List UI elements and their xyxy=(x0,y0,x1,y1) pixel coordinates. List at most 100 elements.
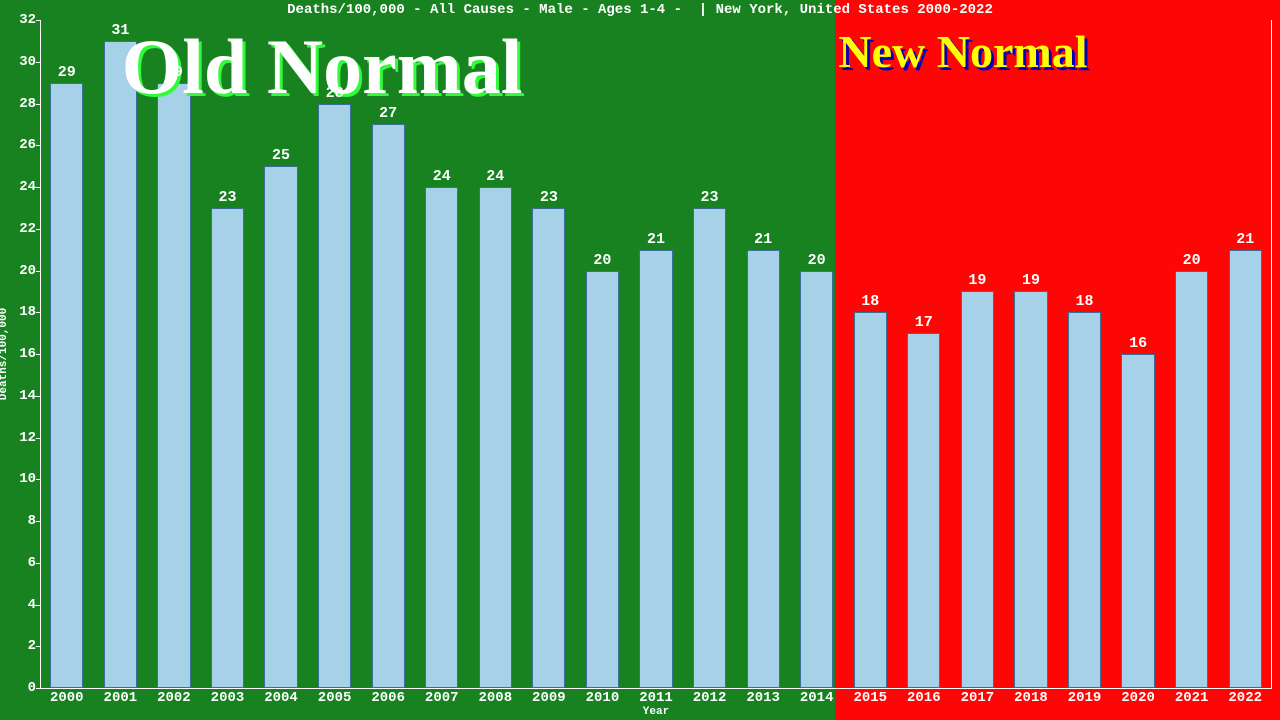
axis-line xyxy=(36,688,40,689)
bar-value-label: 28 xyxy=(326,85,344,102)
axis-line xyxy=(40,20,41,688)
bar-value-label: 18 xyxy=(861,293,879,310)
bar-value-label: 20 xyxy=(808,252,826,269)
bar-value-label: 21 xyxy=(754,231,772,248)
y-tick-label: 28 xyxy=(8,96,36,112)
axis-line xyxy=(40,688,1272,689)
axis-line xyxy=(1271,20,1272,688)
bar xyxy=(479,187,512,688)
bar xyxy=(800,271,833,689)
y-tick-label: 6 xyxy=(8,555,36,571)
bar xyxy=(1121,354,1154,688)
bar-value-label: 20 xyxy=(593,252,611,269)
y-tick-label: 26 xyxy=(8,137,36,153)
x-tick-label: 2006 xyxy=(371,690,405,706)
x-tick-label: 2000 xyxy=(50,690,84,706)
bar xyxy=(157,83,190,688)
x-tick-label: 2010 xyxy=(586,690,620,706)
bar xyxy=(318,104,351,689)
x-tick-label: 2021 xyxy=(1175,690,1209,706)
bar-value-label: 25 xyxy=(272,147,290,164)
bar xyxy=(693,208,726,688)
bar xyxy=(639,250,672,688)
bar-value-label: 24 xyxy=(486,168,504,185)
bar xyxy=(961,291,994,688)
x-tick-label: 2013 xyxy=(746,690,780,706)
bar-value-label: 19 xyxy=(968,272,986,289)
x-tick-label: 2002 xyxy=(157,690,191,706)
bar xyxy=(854,312,887,688)
bar-value-label: 29 xyxy=(58,64,76,81)
y-tick-label: 4 xyxy=(8,597,36,613)
x-tick-label: 2011 xyxy=(639,690,673,706)
bar xyxy=(1014,291,1047,688)
x-tick-label: 2022 xyxy=(1228,690,1262,706)
axis-line xyxy=(36,229,40,230)
bar-value-label: 27 xyxy=(379,105,397,122)
axis-line xyxy=(36,646,40,647)
axis-line xyxy=(36,563,40,564)
x-tick-label: 2009 xyxy=(532,690,566,706)
bar-value-label: 17 xyxy=(915,314,933,331)
bar xyxy=(372,124,405,688)
x-tick-label: 2008 xyxy=(478,690,512,706)
axis-line xyxy=(36,104,40,105)
bar xyxy=(586,271,619,689)
y-tick-label: 16 xyxy=(8,346,36,362)
x-axis-label: Year xyxy=(643,706,669,718)
x-tick-label: 2016 xyxy=(907,690,941,706)
y-tick-label: 18 xyxy=(8,304,36,320)
axis-line xyxy=(36,145,40,146)
y-tick-label: 30 xyxy=(8,54,36,70)
bar xyxy=(747,250,780,688)
bar xyxy=(1229,250,1262,688)
bar xyxy=(425,187,458,688)
axis-line xyxy=(36,20,40,21)
bar xyxy=(50,83,83,688)
x-tick-label: 2012 xyxy=(693,690,727,706)
axis-line xyxy=(36,187,40,188)
axis-line xyxy=(36,62,40,63)
axis-line xyxy=(36,605,40,606)
y-tick-label: 22 xyxy=(8,221,36,237)
bar-value-label: 21 xyxy=(647,231,665,248)
bar-value-label: 23 xyxy=(701,189,719,206)
y-tick-label: 8 xyxy=(8,513,36,529)
y-tick-label: 2 xyxy=(8,638,36,654)
bar xyxy=(907,333,940,688)
bar-value-label: 16 xyxy=(1129,335,1147,352)
bar-value-label: 19 xyxy=(1022,272,1040,289)
x-tick-label: 2004 xyxy=(264,690,298,706)
bar-value-label: 23 xyxy=(218,189,236,206)
axis-line xyxy=(36,354,40,355)
bar xyxy=(532,208,565,688)
bar xyxy=(1068,312,1101,688)
x-tick-label: 2019 xyxy=(1068,690,1102,706)
axis-line xyxy=(36,521,40,522)
x-tick-label: 2007 xyxy=(425,690,459,706)
y-tick-label: 10 xyxy=(8,471,36,487)
axis-line xyxy=(36,312,40,313)
bar-value-label: 29 xyxy=(165,64,183,81)
y-tick-label: 14 xyxy=(8,388,36,404)
bar xyxy=(1175,271,1208,689)
axis-line xyxy=(36,396,40,397)
y-tick-label: 20 xyxy=(8,263,36,279)
chart-title: Deaths/100,000 - All Causes - Male - Age… xyxy=(0,2,1280,18)
x-tick-label: 2005 xyxy=(318,690,352,706)
bar-value-label: 23 xyxy=(540,189,558,206)
y-tick-label: 12 xyxy=(8,430,36,446)
axis-line xyxy=(36,479,40,480)
axis-line xyxy=(36,271,40,272)
bar-value-label: 18 xyxy=(1076,293,1094,310)
x-tick-label: 2014 xyxy=(800,690,834,706)
x-tick-label: 2018 xyxy=(1014,690,1048,706)
bar xyxy=(211,208,244,688)
plot-area xyxy=(40,20,1272,688)
bar-value-label: 31 xyxy=(111,22,129,39)
chart-root: Deaths/100,000 - All Causes - Male - Age… xyxy=(0,0,1280,720)
x-tick-label: 2020 xyxy=(1121,690,1155,706)
x-tick-label: 2003 xyxy=(211,690,245,706)
bar xyxy=(264,166,297,688)
x-tick-label: 2017 xyxy=(961,690,995,706)
